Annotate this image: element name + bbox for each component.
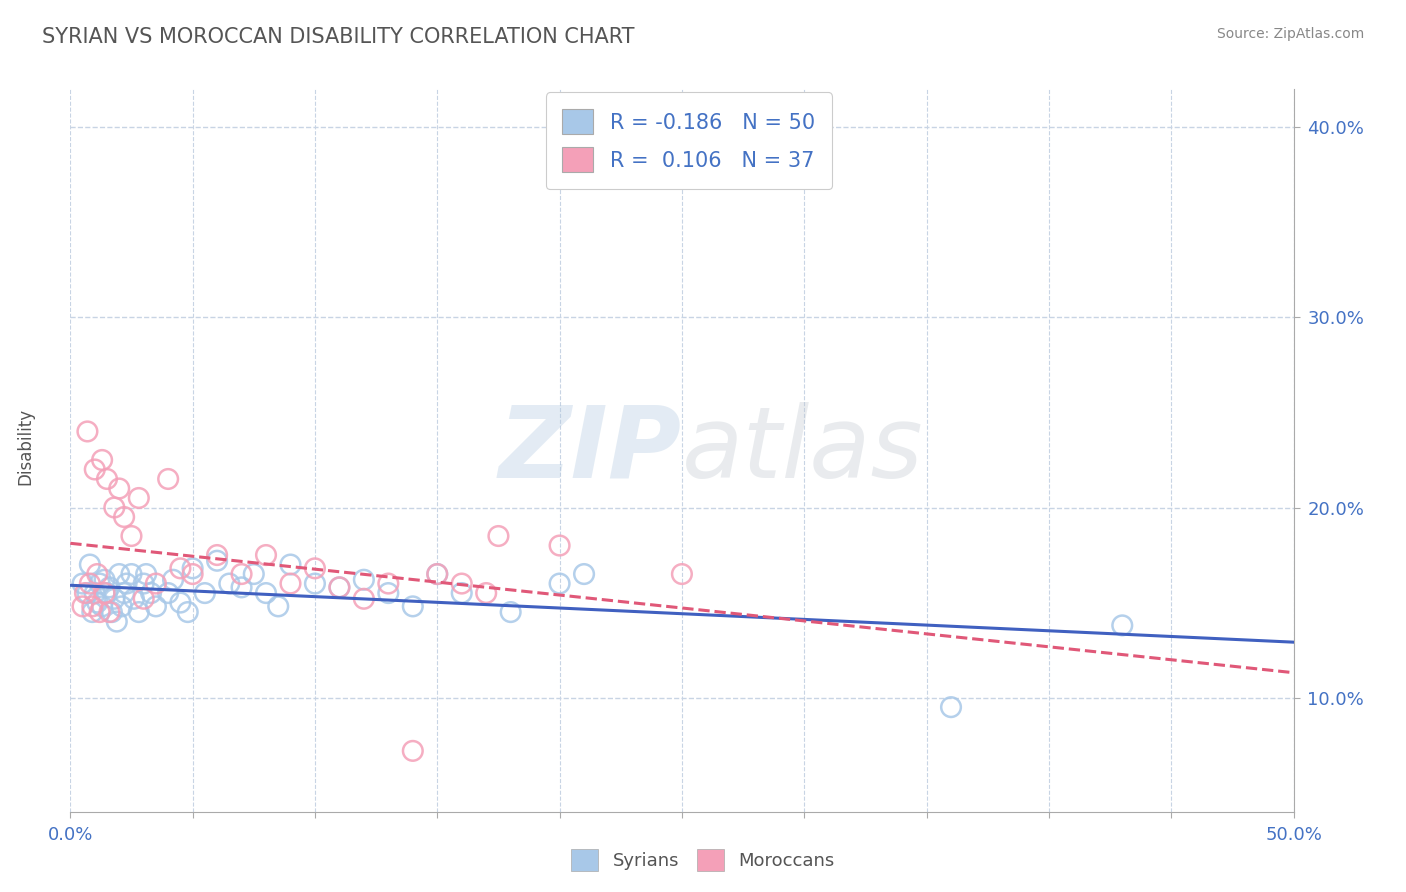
Text: Source: ZipAtlas.com: Source: ZipAtlas.com [1216,27,1364,41]
Point [304,561,326,575]
Point [93,586,115,600]
Point [267,599,290,614]
Point [128,491,150,505]
Point [145,599,167,614]
Point [548,539,571,553]
Point [111,599,134,614]
Point [671,567,693,582]
Point [548,576,571,591]
Point [169,561,191,575]
Point [304,576,326,591]
Point [402,599,425,614]
Point [377,586,399,600]
Text: ZIP: ZIP [499,402,682,499]
Point [243,567,266,582]
Point [83,586,105,600]
Point [328,580,350,594]
Point [181,561,204,575]
Point [79,576,101,591]
Point [1111,618,1133,632]
Point [128,605,150,619]
Point [121,567,143,582]
Point [181,567,204,582]
Point [76,425,98,439]
Point [254,548,277,562]
Point [108,567,131,582]
Point [98,580,121,594]
Point [145,576,167,591]
Point [105,615,128,629]
Point [112,586,135,600]
Point [426,567,449,582]
Point [177,605,200,619]
Point [91,453,114,467]
Point [169,596,191,610]
Point [82,599,104,614]
Point [98,605,121,619]
Point [280,576,302,591]
Point [82,605,104,619]
Point [426,567,449,582]
Point [89,576,111,591]
Point [205,548,228,562]
Text: atlas: atlas [682,402,924,499]
Point [86,567,108,582]
Point [231,580,253,594]
Point [121,529,143,543]
Point [402,744,425,758]
Point [76,586,98,600]
Point [91,599,114,614]
Point [280,558,302,572]
Point [450,576,472,591]
Point [157,586,180,600]
Point [132,576,155,591]
Point [122,591,145,606]
Point [139,586,162,600]
Point [157,472,180,486]
Point [450,586,472,600]
Text: Disability: Disability [17,408,34,484]
Point [72,599,94,614]
Point [101,605,124,619]
Point [86,596,108,610]
Point [254,586,277,600]
Point [103,591,125,606]
Point [96,472,118,486]
Point [135,567,157,582]
Point [112,510,135,524]
Point [499,605,522,619]
Point [162,573,184,587]
Point [218,576,240,591]
Point [475,586,498,600]
Point [939,700,962,714]
Point [93,573,115,587]
Point [108,482,131,496]
Point [83,462,105,476]
Point [231,567,253,582]
Point [132,591,155,606]
Legend: R = -0.186   N = 50, R =  0.106   N = 37: R = -0.186 N = 50, R = 0.106 N = 37 [546,93,832,189]
Point [79,558,101,572]
Point [115,576,138,591]
Legend: Syrians, Moroccans: Syrians, Moroccans [564,842,842,879]
Point [353,591,375,606]
Point [328,580,350,594]
Point [89,605,111,619]
Point [488,529,510,543]
Point [572,567,595,582]
Point [72,576,94,591]
Point [73,586,96,600]
Text: SYRIAN VS MOROCCAN DISABILITY CORRELATION CHART: SYRIAN VS MOROCCAN DISABILITY CORRELATIO… [42,27,634,46]
Point [205,554,228,568]
Point [194,586,217,600]
Point [103,500,125,515]
Point [377,576,399,591]
Point [353,573,375,587]
Point [96,586,118,600]
